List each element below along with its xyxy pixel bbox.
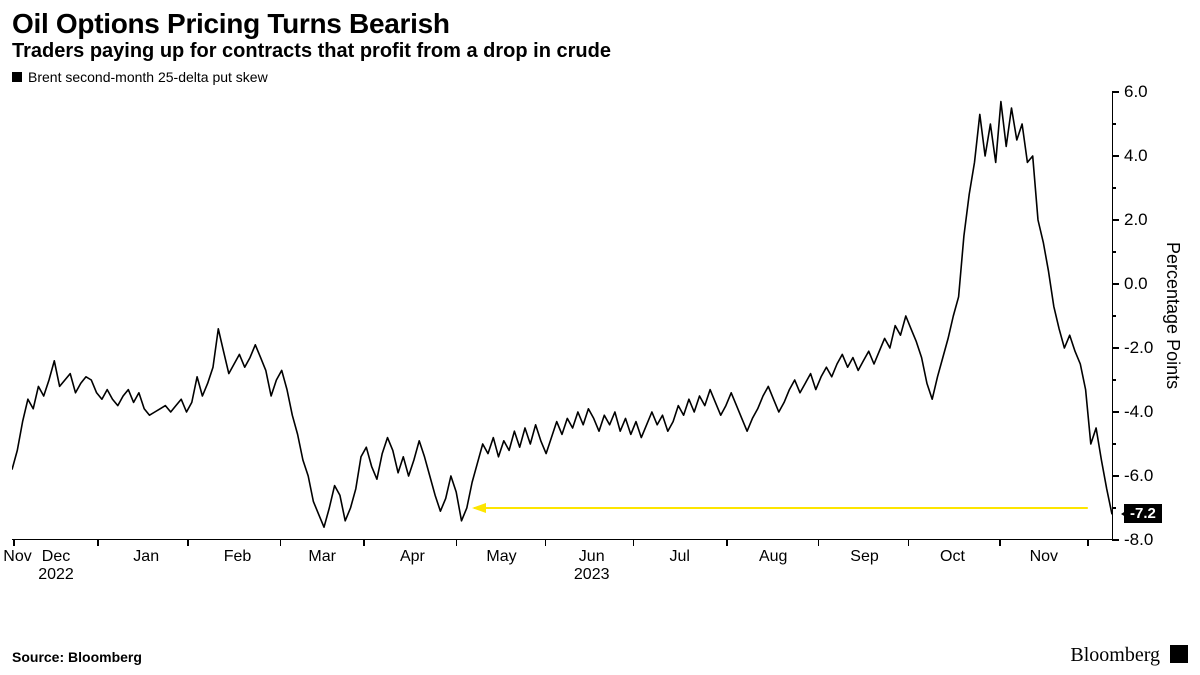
- x-tick-label: Nov: [1030, 548, 1058, 566]
- x-tick-label: Nov: [3, 548, 31, 566]
- x-tick-label: Sep: [850, 548, 878, 566]
- y-tick-minor: [1112, 443, 1116, 445]
- y-tick: [1112, 411, 1119, 413]
- chart-subtitle: Traders paying up for contracts that pro…: [12, 40, 1188, 63]
- y-tick-label: 2.0: [1124, 210, 1148, 230]
- x-tick: [818, 539, 820, 546]
- x-tick-label: Oct: [940, 548, 965, 566]
- x-tick: [13, 539, 15, 546]
- x-tick: [726, 539, 728, 546]
- y-tick-minor: [1112, 123, 1116, 125]
- y-tick-label: -4.0: [1124, 402, 1153, 422]
- x-tick: [187, 539, 189, 546]
- x-year-label: 2023: [574, 566, 610, 584]
- y-tick: [1112, 155, 1119, 157]
- y-tick: [1112, 347, 1119, 349]
- legend: Brent second-month 25-delta put skew: [12, 69, 1188, 85]
- y-tick-label: 4.0: [1124, 146, 1148, 166]
- legend-label: Brent second-month 25-delta put skew: [28, 69, 268, 85]
- y-tick-label: 6.0: [1124, 82, 1148, 102]
- x-tick: [363, 539, 365, 546]
- y-tick: [1112, 219, 1119, 221]
- y-tick: [1112, 475, 1119, 477]
- x-tick: [633, 539, 635, 546]
- x-tick-label: Dec: [42, 548, 70, 566]
- y-tick: [1112, 91, 1119, 93]
- y-tick-minor: [1112, 379, 1116, 381]
- y-tick-label: -6.0: [1124, 466, 1153, 486]
- line-series: [12, 92, 1112, 540]
- source-label: Source: Bloomberg: [12, 649, 142, 665]
- y-tick-label: -8.0: [1124, 530, 1153, 550]
- x-tick: [545, 539, 547, 546]
- x-tick: [456, 539, 458, 546]
- y-axis-title: Percentage Points: [1162, 242, 1183, 389]
- x-tick-label: Jul: [669, 548, 689, 566]
- x-tick: [280, 539, 282, 546]
- chart-title: Oil Options Pricing Turns Bearish: [12, 8, 1188, 40]
- x-tick-label: Feb: [224, 548, 252, 566]
- y-tick-label: -2.0: [1124, 338, 1153, 358]
- x-tick-label: Aug: [759, 548, 787, 566]
- x-tick-label: May: [486, 548, 516, 566]
- x-tick-label: Apr: [400, 548, 425, 566]
- y-tick: [1112, 539, 1119, 541]
- legend-swatch: [12, 72, 22, 82]
- x-tick: [999, 539, 1001, 546]
- y-tick-label: 0.0: [1124, 274, 1148, 294]
- x-tick: [1087, 539, 1089, 546]
- x-tick-label: Jan: [133, 548, 159, 566]
- y-tick-minor: [1112, 251, 1116, 253]
- x-tick-label: Jun: [579, 548, 605, 566]
- chart: 6.04.02.00.0-2.0-4.0-6.0-8.0NovDecJanFeb…: [12, 92, 1188, 584]
- y-tick: [1112, 283, 1119, 285]
- x-year-label: 2022: [38, 566, 74, 584]
- x-tick: [908, 539, 910, 546]
- brand-icon: [1170, 645, 1188, 663]
- y-tick-minor: [1112, 187, 1116, 189]
- brand-label: Bloomberg: [1070, 644, 1160, 667]
- last-value-badge: -7.2: [1124, 504, 1162, 523]
- x-tick-label: Mar: [308, 548, 336, 566]
- y-tick-minor: [1112, 315, 1116, 317]
- plot-area: 6.04.02.00.0-2.0-4.0-6.0-8.0NovDecJanFeb…: [12, 92, 1112, 540]
- x-tick: [97, 539, 99, 546]
